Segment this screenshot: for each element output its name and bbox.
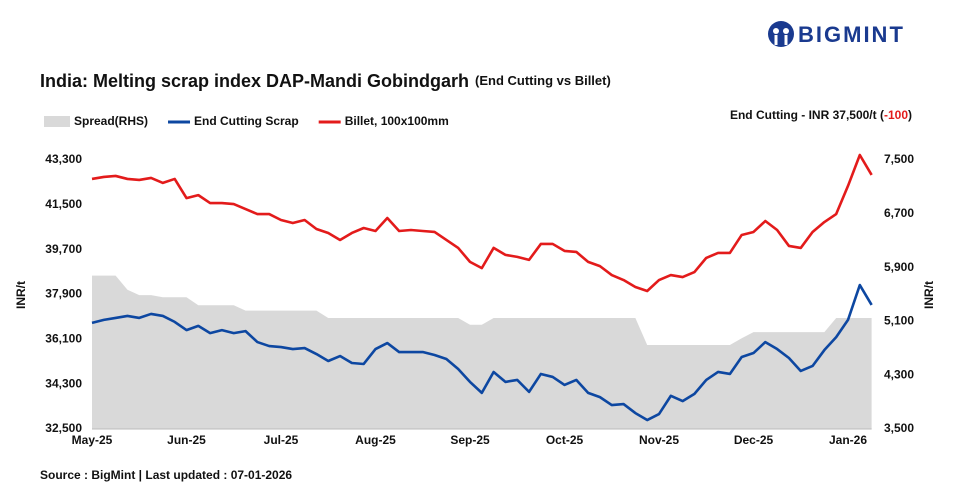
x-tick-label: Sep-25 <box>450 433 490 447</box>
y-tick-label: 41,500 <box>45 197 82 211</box>
y-tick-label: 34,300 <box>45 376 82 390</box>
y2-tick-label: 5,900 <box>884 260 914 274</box>
y-tick-label: 43,300 <box>45 152 82 166</box>
plot: 32,500 34,300 36,100 37,900 39,700 41,500 43,3… <box>45 152 914 447</box>
y-axis-label: INR/t <box>14 281 28 309</box>
y2-tick-label: 7,500 <box>884 152 914 166</box>
spread-area <box>92 275 872 429</box>
series-line <box>91 153 873 293</box>
series-line <box>91 283 873 422</box>
legend: Spread(RHS) End Cutting Scrap Billet, 100x… <box>44 114 449 128</box>
x-tick-label: Jan-26 <box>829 433 867 447</box>
legend-swatch <box>44 116 70 127</box>
subtitle: (End Cutting vs Billet) <box>475 73 611 88</box>
legend-label: Billet, 100x100mm <box>345 114 449 128</box>
x-tick-label: May-25 <box>72 433 113 447</box>
y-tick-label: 36,100 <box>45 332 82 346</box>
y2-tick-label: 6,700 <box>884 206 914 220</box>
x-tick-label: Dec-25 <box>734 433 774 447</box>
x-tick-label: Aug-25 <box>355 433 396 447</box>
legend-label: End Cutting Scrap <box>194 114 299 128</box>
source: Source : BigMint | Last updated : 07-01-… <box>40 468 292 482</box>
chart-title: India: Melting scrap index DAP-Mandi Gob… <box>40 71 611 91</box>
logo: BIGMINT <box>798 22 905 47</box>
logo-icon <box>768 21 794 47</box>
x-tick-label: Jul-25 <box>264 433 299 447</box>
x-tick-label: Nov-25 <box>639 433 679 447</box>
y2-tick-label: 4,300 <box>884 367 914 381</box>
annotation: End Cutting - INR 37,500/t (-100) <box>730 108 912 122</box>
y2-axis-label: INR/t <box>922 281 936 309</box>
x-tick-label: Jun-25 <box>167 433 206 447</box>
annotation-suffix: ) <box>908 108 912 122</box>
x-tick-label: Oct-25 <box>546 433 584 447</box>
y-tick-label: 32,500 <box>45 421 82 435</box>
title: India: Melting scrap index DAP-Mandi Gob… <box>40 71 469 91</box>
annotation-text: End Cutting - INR 37,500/t ( <box>730 108 884 122</box>
y2-tick-label: 5,100 <box>884 314 914 328</box>
y-tick-label: 37,900 <box>45 287 82 301</box>
annotation-change: -100 <box>884 108 908 122</box>
legend-label: Spread(RHS) <box>74 114 148 128</box>
y2-tick-label: 3,500 <box>884 421 914 435</box>
y-tick-label: 39,700 <box>45 242 82 256</box>
